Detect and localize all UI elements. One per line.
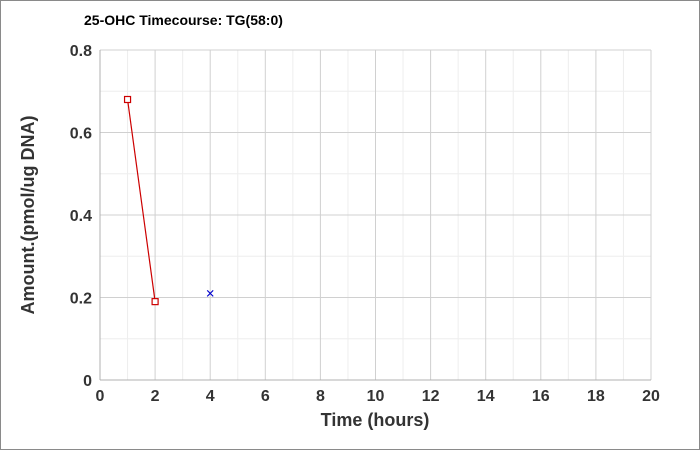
y-axis-ticks: 0 0.2 0.4 0.6 0.8	[70, 43, 92, 390]
x-tick-label: 0	[96, 388, 105, 405]
x-marker-stroke	[206, 289, 214, 297]
x-axis-label: Time (hours)	[321, 410, 430, 430]
data-point-square	[151, 298, 159, 306]
y-tick-label: 0.6	[70, 126, 92, 143]
x-tick-label: 10	[367, 388, 385, 405]
y-tick-label: 0.2	[70, 291, 92, 308]
y-tick-label: 0	[83, 373, 92, 390]
x-tick-label: 4	[206, 388, 215, 405]
x-axis-ticks: 0 2 4 6 8 10 12 14 16 18 20	[96, 388, 660, 405]
x-tick-label: 2	[151, 388, 160, 405]
x-tick-label: 18	[587, 388, 605, 405]
x-tick-label: 14	[477, 388, 495, 405]
y-axis-label: Amount.(pmol/ug DNA)	[18, 116, 38, 315]
x-tick-label: 6	[261, 388, 270, 405]
series-line	[126, 99, 156, 302]
x-tick-label: 12	[422, 388, 440, 405]
data-point-square	[123, 95, 132, 104]
x-tick-label: 8	[316, 388, 325, 405]
series-layer	[123, 95, 214, 306]
y-tick-label: 0.8	[70, 43, 92, 60]
y-tick-label: 0.4	[70, 208, 92, 225]
series-0	[123, 95, 159, 306]
x-tick-label: 20	[642, 388, 660, 405]
plot-area	[99, 49, 652, 381]
chart-title: 25-OHC Timecourse: TG(58:0)	[84, 12, 283, 28]
series-1	[206, 289, 214, 297]
data-point-x	[206, 289, 214, 297]
x-tick-label: 16	[532, 388, 550, 405]
